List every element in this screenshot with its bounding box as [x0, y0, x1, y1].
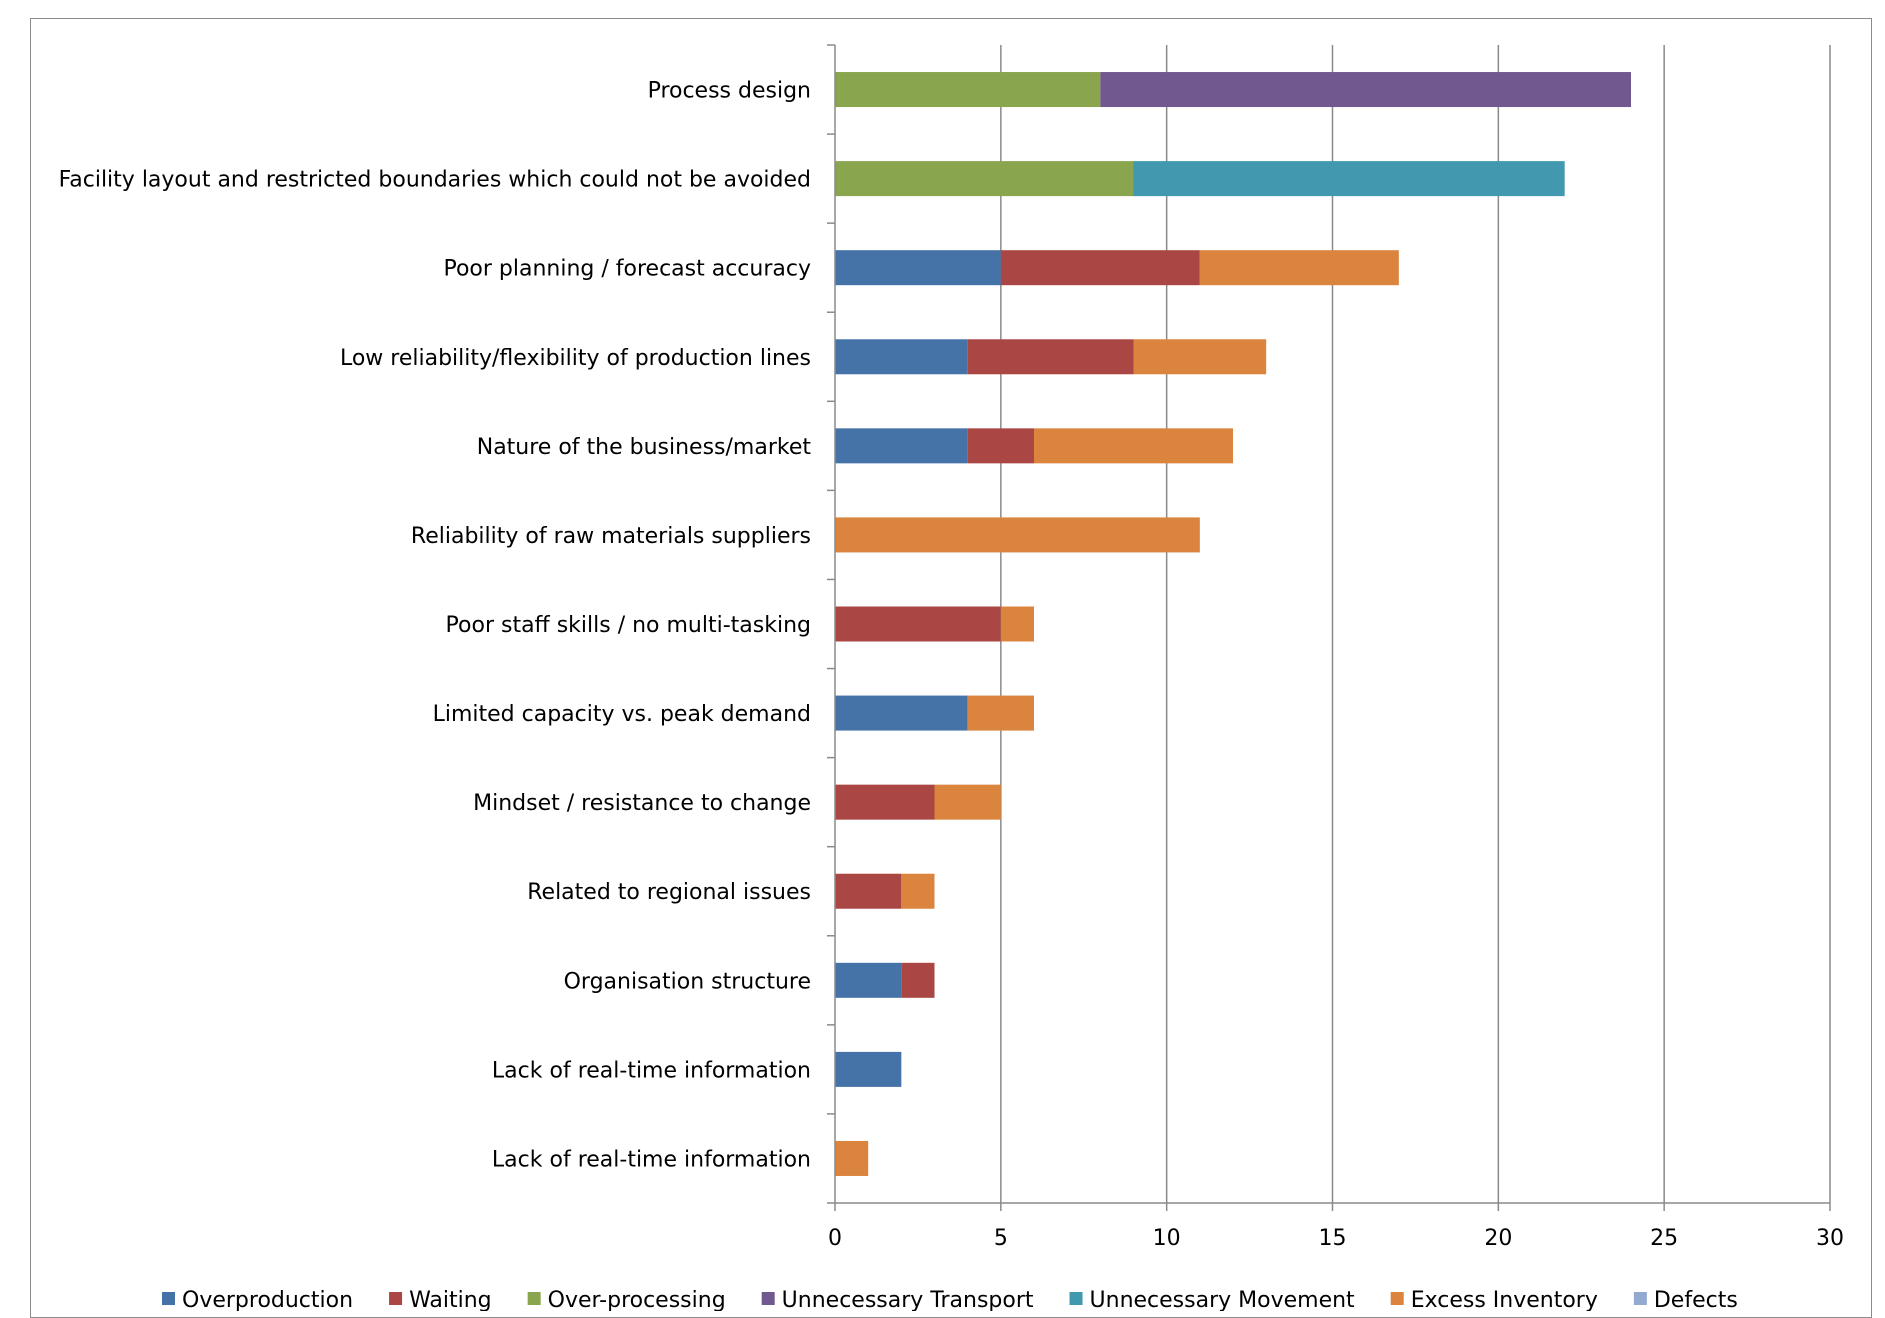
gridlines: [1000, 45, 1831, 1203]
bar-waiting: [835, 784, 935, 820]
legend-label-defects: Defects: [1654, 1288, 1738, 1311]
category-label: Lack of real-time information: [492, 1058, 811, 1083]
x-tick-label-15: 15: [1319, 1226, 1347, 1251]
x-tick-label-20: 20: [1484, 1226, 1512, 1251]
x-tick-label-5: 5: [994, 1226, 1008, 1251]
bar-excess-inventory: [934, 784, 1001, 820]
bar-unnecessary-transport: [1100, 72, 1631, 108]
bar-excess-inventory: [1199, 250, 1399, 286]
bar-excess-inventory: [1000, 606, 1034, 642]
bar-overproduction: [835, 1051, 902, 1087]
legend-label-excess-inventory: Excess Inventory: [1411, 1288, 1598, 1311]
legend-swatch-defects: [1633, 1292, 1647, 1305]
bar-waiting: [835, 606, 1001, 642]
category-label: Low reliability/flexibility of productio…: [340, 346, 811, 371]
bar-waiting: [967, 428, 1034, 464]
bar-excess-inventory: [1133, 339, 1267, 375]
bar-overproduction: [835, 428, 968, 464]
category-label: Nature of the business/market: [477, 435, 812, 460]
bar-overproduction: [835, 695, 968, 731]
bar-excess-inventory: [901, 873, 935, 909]
legend-label-waiting: Waiting: [409, 1288, 492, 1311]
bar-excess-inventory: [967, 695, 1034, 731]
legend-label-over-processing: Over-processing: [548, 1288, 726, 1311]
bars: [835, 72, 1631, 1176]
legend-swatch-unnecessary-movement: [1069, 1292, 1083, 1305]
category-label: Limited capacity vs. peak demand: [433, 702, 811, 727]
legend-label-unnecessary-transport: Unnecessary Transport: [782, 1288, 1034, 1311]
bar-over-processing: [835, 161, 1134, 197]
bar-waiting: [1000, 250, 1200, 286]
legend-swatch-over-processing: [527, 1292, 541, 1305]
bar-overproduction: [835, 339, 968, 375]
legend-swatch-waiting: [389, 1292, 403, 1305]
category-label: Mindset / resistance to change: [473, 791, 811, 816]
bar-excess-inventory: [835, 1140, 869, 1176]
x-tick-label-30: 30: [1816, 1226, 1844, 1251]
category-labels: Process design Facility layout and restri…: [59, 79, 812, 1173]
category-label: Organisation structure: [564, 969, 811, 994]
legend-swatch-unnecessary-transport: [761, 1292, 775, 1305]
category-label: Lack of real-time information: [492, 1147, 811, 1172]
category-label: Related to regional issues: [527, 880, 811, 905]
x-tick-label-25: 25: [1650, 1226, 1678, 1251]
chart-frame: [30, 18, 1872, 1318]
category-label: Facility layout and restricted boundarie…: [59, 168, 811, 193]
legend-label-unnecessary-movement: Unnecessary Movement: [1090, 1288, 1356, 1311]
category-label: Poor planning / forecast accuracy: [443, 257, 811, 282]
bar-overproduction: [835, 250, 1001, 286]
legend-swatch-excess-inventory: [1390, 1292, 1404, 1305]
bar-waiting: [901, 962, 935, 998]
x-tick-label-0: 0: [828, 1226, 842, 1251]
category-label: Process design: [648, 79, 811, 104]
bar-excess-inventory: [835, 517, 1200, 553]
legend-swatch-overproduction: [162, 1292, 175, 1305]
axes: 0 5 10 15 20 25 30: [827, 44, 1844, 1251]
bar-over-processing: [835, 72, 1101, 108]
bar-overproduction: [835, 962, 902, 998]
bar-excess-inventory: [1034, 428, 1233, 464]
category-label: Poor staff skills / no multi-tasking: [446, 613, 811, 638]
bar-waiting: [835, 873, 902, 909]
bar-unnecessary-movement: [1133, 161, 1565, 197]
legend: Overproduction Waiting Over-processing Unne…: [162, 1288, 1738, 1311]
bar-waiting: [967, 339, 1134, 375]
x-tick-label-10: 10: [1153, 1226, 1181, 1251]
category-label: Reliability of raw materials suppliers: [411, 524, 811, 549]
legend-label-overproduction: Overproduction: [182, 1288, 353, 1311]
